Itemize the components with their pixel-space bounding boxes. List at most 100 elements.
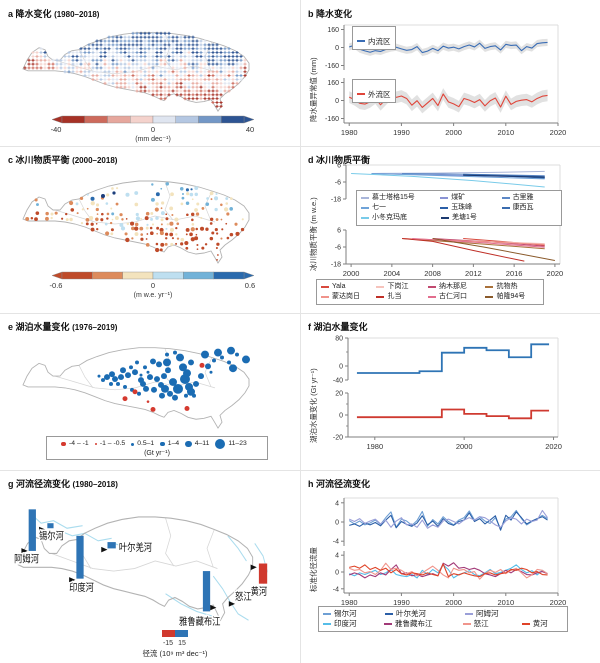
lake-dot-positive (227, 346, 235, 355)
colorbar-segment (84, 115, 108, 124)
tick-label: 0 (335, 98, 339, 105)
legend-bar-positive (175, 630, 188, 637)
lake-volume-change-map (22, 346, 250, 429)
river-label: 雅鲁藏布江 (179, 615, 220, 627)
basin-boundary (134, 560, 218, 569)
lake-dot-positive (123, 384, 127, 389)
tick-label: 0 (335, 45, 339, 52)
lake-dot-positive (229, 364, 237, 373)
colorbar-segment (175, 115, 199, 124)
row-separator-2 (0, 313, 600, 314)
river-line (212, 575, 249, 621)
tick-label: 2020 (550, 598, 567, 607)
lake-dot-positive (201, 350, 209, 359)
river-label: 锡尔河 (39, 530, 64, 542)
legend-item: 玉珠峰 (440, 203, 501, 213)
lake-dot-positive (242, 355, 250, 364)
precipitation-trend-map (22, 31, 250, 112)
tick-label: -4 (333, 586, 339, 593)
lake-dot-positive (212, 358, 216, 363)
basin-boundary (206, 529, 215, 568)
lake-dot-positive (109, 371, 115, 378)
colorbar-arrow-right (243, 271, 255, 280)
colorbar-segment (221, 115, 245, 124)
lake-dot-positive (227, 360, 231, 365)
panel-d-title: d 冰川物质平衡 (308, 155, 371, 165)
panel-h: h 河流径流变化 标准化径流量 4 0 -4 4 0 -4 1980 1990 2000 2010… (300, 470, 600, 663)
tick-label: -6 (335, 245, 341, 252)
colorbar-unit: (m w.e. yr⁻¹) (134, 292, 173, 299)
runoff-bar-印度河 (76, 535, 84, 579)
lake-dot-positive (146, 370, 150, 374)
series-怒江 (349, 562, 548, 580)
basin-boundary (54, 59, 136, 75)
legend-item: 七一 (361, 203, 440, 213)
tick-label: 1990 (393, 128, 410, 137)
plateau-outline (22, 180, 250, 264)
lake-dot-positive (135, 360, 139, 365)
lake-dot-positive (97, 374, 101, 378)
legend-item: 阿姆河 (465, 609, 525, 619)
lake-dot-positive (192, 393, 196, 398)
lake-dot-positive (214, 348, 222, 357)
tick-label: 40 (246, 125, 254, 134)
lake-dot-positive (173, 383, 183, 394)
tick-label: -18 (331, 262, 341, 269)
lake-dot-positive (132, 369, 138, 376)
legend-item: Yala (321, 282, 376, 292)
legend-g-unit: 径流 (10⁹ m³ dec⁻¹) (142, 648, 208, 658)
tick-label: 0 (335, 570, 339, 577)
lake-dot-negative (199, 362, 205, 368)
lake-dot-positive (129, 365, 133, 370)
tick-label: -6 (335, 180, 341, 187)
legend-item: 叶尔羌河 (385, 609, 465, 619)
legend-item: 煤矿 (440, 193, 501, 203)
lake-dot-positive (167, 390, 173, 397)
row-separator-1 (0, 146, 600, 147)
tick-label: 2000 (456, 442, 473, 451)
panel-a: a 降水变化 (1980–2018) -40 0 40 (mm dec⁻¹) (0, 0, 300, 146)
lake-dot-positive (179, 363, 187, 372)
panel-b: b 降水变化 降水量异常值 (mm) 160 0 -160 160 0 -160 1980 1… (300, 0, 600, 146)
series-叶尔羌河 (349, 511, 548, 531)
legend-item: 11–23 (215, 439, 247, 449)
legend-b-inner: 内流区 (352, 26, 396, 50)
runoff-bar-雅鲁藏布江 (202, 571, 211, 612)
lake-dot-negative (132, 389, 138, 395)
legend-item: 古仁河口 (428, 292, 485, 302)
lake-dot-positive (101, 378, 105, 382)
tick-label: 2010 (497, 128, 514, 137)
lake-dot-negative (150, 406, 156, 412)
series-抗物热 (402, 238, 545, 250)
tick-label: 2010 (497, 598, 514, 607)
series-七一 (371, 173, 545, 180)
legend-item: 黄河 (521, 619, 563, 629)
tick-label: 0.6 (245, 281, 255, 290)
basin-boundary (78, 365, 94, 389)
series-内流区 (349, 41, 548, 54)
lake-dot-positive (161, 373, 167, 380)
lake-dot-positive (150, 358, 156, 365)
series-康西瓦 (463, 173, 545, 178)
legend-item: 康西瓦 (501, 203, 557, 213)
lake-dot-positive (154, 376, 160, 382)
legend-d-bottom: Yala 下岗江 纳木那尼 抗物热 蒙达岗日 扎当 古仁河口 帕隆94号 (316, 279, 544, 305)
basin-boundary (54, 375, 136, 391)
lake-dot-positive (165, 367, 171, 374)
legend-item: 4–11 (185, 439, 209, 449)
panel-c: c 冰川物质平衡 (2000–2018) -0.6 0 0.6 (m w.e. yr⁻… (0, 146, 300, 313)
lake-dot-positive (116, 382, 120, 386)
tick-label: 2020 (550, 128, 567, 137)
legend-item: -4 – -1 (61, 439, 89, 449)
plateau-outline (22, 347, 250, 429)
lake-dot-positive (118, 374, 124, 381)
tick-label: 1990 (393, 598, 410, 607)
lake-dot-positive (143, 365, 147, 370)
series-小冬克玛底 (351, 173, 545, 188)
precipitation-colorbar: -40 0 40 (mm dec⁻¹) (51, 115, 255, 143)
tick-label: 2016 (506, 269, 523, 278)
tick-label: 1980 (341, 128, 358, 137)
river-line (32, 515, 83, 529)
